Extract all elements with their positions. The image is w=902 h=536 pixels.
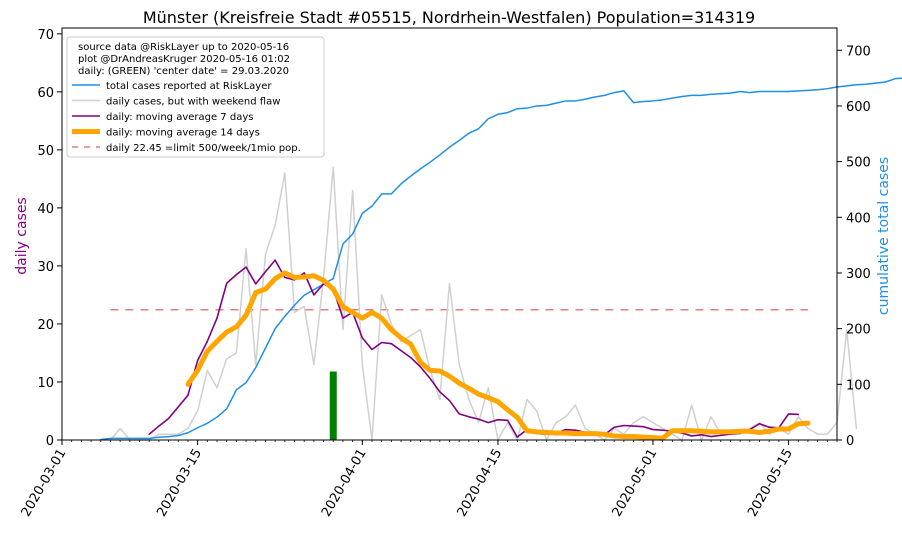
y-right-tick-label: 0 bbox=[846, 434, 854, 449]
y-left-tick-label: 50 bbox=[37, 144, 54, 159]
daily-cases-line bbox=[109, 166, 858, 441]
y-right-tick-label: 300 bbox=[846, 267, 871, 282]
x-tick-label: 2020-03-01 bbox=[19, 447, 70, 520]
x-axis: 2020-03-01 2020-03-15 2020-04-01 2020-04-15… bbox=[19, 440, 838, 520]
ma14-layer bbox=[185, 270, 811, 441]
y-right-tick-label: 400 bbox=[846, 211, 871, 226]
y-axis-left: 0 10 20 30 40 50 60 70 bbox=[37, 28, 62, 449]
x-tick-label: 2020-04-15 bbox=[455, 447, 506, 520]
y-right-tick-label: 600 bbox=[846, 100, 871, 115]
total-cases-layer bbox=[100, 77, 902, 441]
center-date-bar bbox=[329, 371, 337, 440]
x-tick-label: 2020-05-01 bbox=[610, 447, 661, 520]
ma7-layer bbox=[148, 259, 800, 438]
ma7-line bbox=[148, 259, 800, 438]
y-left-tick-label: 10 bbox=[37, 376, 54, 391]
y-right-tick-label: 200 bbox=[846, 323, 871, 338]
y-right-tick-label: 500 bbox=[846, 156, 871, 171]
legend-info-line: daily: (GREEN) 'center date' = 29.03.202… bbox=[78, 66, 289, 77]
legend-entry-label: total cases reported at RiskLayer bbox=[106, 81, 272, 92]
legend-entry-label: daily cases, but with weekend flaw bbox=[106, 97, 280, 108]
legend-box bbox=[66, 36, 325, 158]
y-left-tick-label: 30 bbox=[37, 260, 54, 275]
legend-info-line: source data @RiskLayer up to 2020-05-16 bbox=[78, 42, 289, 53]
center-date-layer bbox=[329, 371, 337, 440]
legend-entry-label: daily 22.45 =limit 500/week/1mio pop. bbox=[106, 143, 301, 154]
y-axis-left-label: daily cases bbox=[14, 197, 30, 274]
x-tick-label: 2020-04-01 bbox=[319, 447, 370, 520]
x-tick-label: 2020-03-15 bbox=[154, 447, 205, 520]
y-left-tick-label: 70 bbox=[37, 28, 54, 43]
total-cases-line bbox=[100, 77, 902, 441]
y-axis-right: 0 100 200 300 400 500 600 700 bbox=[837, 44, 871, 449]
y-right-tick-label: 100 bbox=[846, 378, 871, 393]
y-axis-right-label: cumulative total cases bbox=[876, 157, 892, 315]
ma14-line bbox=[185, 270, 811, 441]
plot-area bbox=[100, 77, 902, 441]
legend-info-line: plot @DrAndreasKruger 2020-05-16 01:02 bbox=[78, 54, 290, 65]
legend: source data @RiskLayer up to 2020-05-16p… bbox=[66, 36, 325, 158]
daily-cases-layer bbox=[109, 166, 858, 441]
y-left-tick-label: 60 bbox=[37, 86, 54, 101]
legend-entry-label: daily: moving average 7 days bbox=[106, 112, 253, 123]
legend-entry-label: daily: moving average 14 days bbox=[106, 128, 260, 139]
chart-title: Münster (Kreisfreie Stadt #05515, Nordrh… bbox=[143, 8, 755, 27]
y-left-tick-label: 40 bbox=[37, 202, 54, 217]
y-right-tick-label: 700 bbox=[846, 44, 871, 59]
x-tick-label: 2020-05-15 bbox=[745, 447, 796, 520]
y-left-tick-label: 0 bbox=[46, 434, 54, 449]
y-left-tick-label: 20 bbox=[37, 318, 54, 333]
